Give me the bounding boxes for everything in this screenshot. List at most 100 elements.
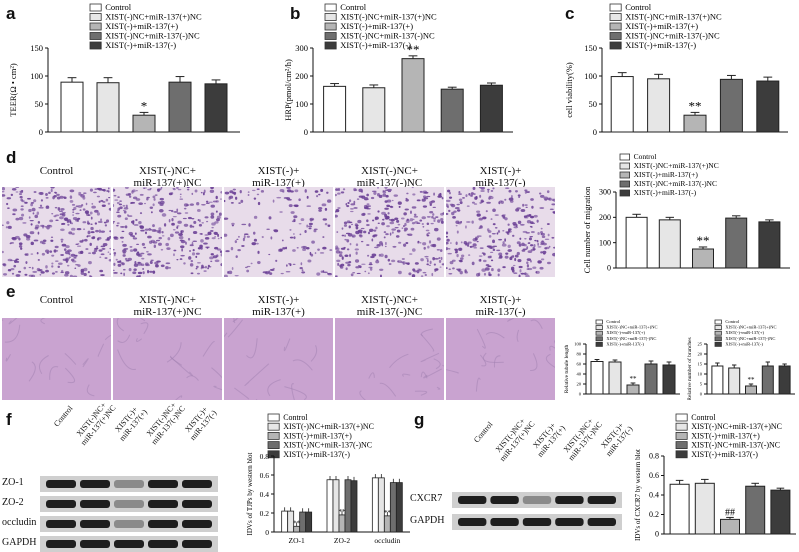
e2-legend-swatch-1 [714,325,722,330]
chart-a-teer: ControlXIST(-)NC+miR-137(+)NCXIST(-)+miR… [8,2,240,137]
f-blot-strip-3 [40,536,218,552]
g-legend-swatch-1 [675,422,688,431]
f-band-2-2 [114,520,144,528]
chart-c-viability: ControlXIST(-)NC+miR-137(+)NCXIST(-)+miR… [564,2,788,137]
a-significance-0: * [141,98,148,113]
b-legend-label-2: XIST(-)+miR-137(+) [340,21,413,31]
b-ytick-label-1: 100 [295,99,308,109]
f-ytick-label-0: 0 [265,528,269,537]
c-ytick-label-3: 150 [584,43,597,53]
b-legend-swatch-3 [324,32,337,40]
e-micrograph-0 [2,318,111,400]
e1-ytick-label-2: 40 [577,372,582,377]
d-micrograph-2 [224,187,333,277]
d-bar-3 [725,217,748,269]
g-legend-label-4: XIST(-)+miR-137(-) [691,450,758,459]
d-legend-label-0: Control [634,152,657,161]
f-legend-label-3: XIST(-)NC+miR-137(-)NC [283,441,372,450]
g-band-1-3 [555,518,584,526]
e2-ytick-label-5: 25 [698,342,703,347]
f-ytick-label-3: 0.6 [260,471,270,480]
b-legend-label-0: Control [340,2,367,12]
f-bar-1-0 [326,479,334,533]
c-significance-0: ** [689,98,702,113]
panel-label-d: d [6,148,17,167]
e2-legend-label-0: Control [725,319,740,324]
b-bar-0 [323,85,347,133]
c-legend-label-2: XIST(-)+miR-137(+) [625,21,698,31]
a-legend-label-3: XIST(-)NC+miR-137(-)NC [105,31,200,41]
f-band-2-4 [182,520,212,528]
a-bar-2 [132,114,156,133]
c-legend-swatch-2 [609,22,622,31]
f-bar-2-4 [395,482,403,533]
c-bar-1 [647,78,671,133]
d-micrograph-0 [2,187,111,277]
d-bar-0 [625,216,648,269]
e2-bar-0 [711,365,724,395]
c-bar-3 [719,78,743,133]
e-micrograph-4 [446,318,555,400]
c-ylabel: cell viability(%) [564,62,574,118]
g-band-0-0 [458,496,487,504]
e-group-label-3: XIST(-)NC+ miR-137(-)NC [356,294,423,318]
g-legend-label-3: XIST(-)NC+miR-137(-)NC [691,441,780,450]
e2-significance-0: ** [748,376,756,384]
d-group-label-2: XIST(-)+ miR-137(+) [252,165,305,189]
d-ytick-label-3: 300 [599,188,611,197]
b-legend-swatch-4 [324,41,337,50]
d-legend-swatch-2 [619,171,631,179]
c-legend-label-1: XIST(-)NC+miR-137(+)NC [625,12,722,22]
e-micrograph-2 [224,318,333,400]
e1-legend-label-0: Control [606,319,621,324]
f-blot-strip-0 [40,476,218,492]
g-ytick-label-2: 0.4 [649,491,659,500]
f-xtick-label-2: occludin [374,536,400,545]
e2-bar-1 [728,367,741,395]
b-ylabel: HRP(pmol/cm²/h) [283,59,293,121]
e-group-label-1: XIST(-)NC+ miR-137(+)NC [133,294,202,318]
g-bar-4 [770,489,791,535]
g-bar-1 [694,482,715,535]
e1-bar-4 [662,364,676,395]
c-ytick-label-1: 50 [589,99,598,109]
b-legend-label-3: XIST(-)NC+miR-137(-)NC [340,31,435,41]
b-legend-swatch-2 [324,22,337,31]
f-ytick-label-1: 0.2 [260,509,270,518]
e2-ytick-label-4: 20 [698,352,703,357]
e1-ytick-label-5: 100 [574,342,582,347]
d-legend-label-1: XIST(-)NC+miR-137(+)NC [634,161,719,170]
f-bar-1-2 [338,514,346,533]
d-bar-1 [658,219,681,269]
g-band-0-4 [587,496,616,504]
g-band-1-2 [522,518,552,526]
f-band-0-1 [80,480,110,488]
c-legend-swatch-4 [609,41,622,50]
d-legend-label-2: XIST(-)+miR-137(+) [634,170,699,179]
c-legend-swatch-0 [609,3,622,12]
f-legend-label-0: Control [283,413,308,422]
f-bar-2-3 [389,482,397,533]
chart-e-tubule-length: ControlXIST(-)NC+miR-137(+)NCXIST(-)+miR… [564,319,680,397]
e2-ytick-label-3: 15 [698,362,703,367]
a-ytick-label-3: 150 [30,43,43,53]
d-group-label-1: XIST(-)NC+ miR-137(+)NC [133,165,202,189]
a-legend-swatch-3 [89,32,102,40]
g-blot-strip-1 [452,514,622,530]
d-micrograph-4 [446,187,555,277]
f-bar-0-1 [287,510,295,533]
e2-ylabel: Relative number of branches [686,337,693,400]
e2-bar-4 [778,365,791,395]
g-ylabel: IDVs of CXCR7 by western blot [634,449,642,541]
f-legend-label-1: XIST(-)NC+miR-137(+)NC [283,422,374,431]
f-row-label-3: GAPDH [2,537,37,548]
e1-legend-label-3: XIST(-)NC+miR-137(-)NC [606,336,656,341]
g-legend-label-0: Control [691,413,716,422]
a-ytick-label-2: 100 [30,71,43,81]
d-bar-2 [692,248,714,269]
a-legend-label-2: XIST(-)+miR-137(+) [105,21,178,31]
f-band-1-0 [46,500,76,508]
e1-significance-0: ** [630,375,638,383]
panel-label-e: e [6,282,16,301]
g-band-1-0 [458,518,487,526]
